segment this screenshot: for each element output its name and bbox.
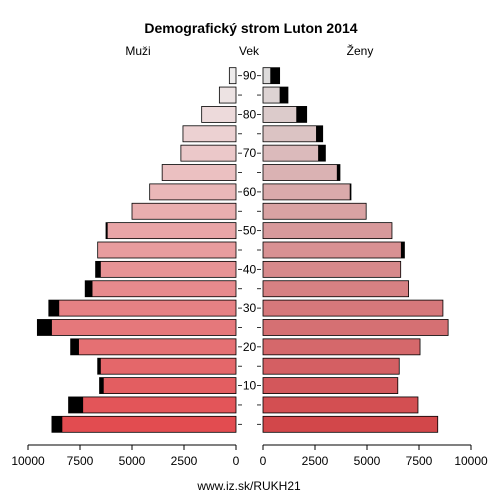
female-excess-65-69: [336, 164, 340, 181]
male-bar-30-34: [48, 299, 237, 317]
age-axis: 10 20 30 40 50 60 70 80 90: [238, 69, 261, 425]
male-bar-25-29: [36, 319, 237, 336]
chart-title: Demografický strom Luton 2014: [144, 20, 357, 36]
male-label: Muži: [125, 44, 150, 58]
female-bar-30-34: [262, 299, 444, 317]
male-bar-80-84: [201, 106, 237, 123]
female-excess-90+: [270, 67, 280, 84]
male-bar-10-14: [99, 377, 237, 394]
male-excess-5-9: [68, 396, 84, 413]
x-tick-label-right: 7500: [406, 454, 433, 468]
male-excess-10-14: [99, 377, 104, 394]
female-bars: [262, 67, 449, 433]
age-axis-label: Vek: [239, 44, 260, 58]
male-bar-45-49: [97, 241, 237, 259]
male-bar-85-89: [218, 86, 237, 104]
age-tick-label: 10: [243, 379, 257, 393]
female-excess-45-49: [400, 242, 405, 258]
female-bar-65-69: [262, 164, 341, 181]
female-bar-10-14: [262, 377, 399, 394]
male-bar-60-64: [149, 183, 237, 201]
male-bar-0-4: [51, 415, 237, 433]
age-tick-label: 30: [243, 301, 257, 315]
age-tick-label: 90: [243, 69, 257, 83]
female-bar-45-49: [262, 241, 405, 259]
age-tick-label: 80: [243, 107, 257, 121]
female-excess-60-64: [349, 183, 351, 200]
age-tick-label: 70: [243, 146, 257, 160]
x-axis: 10000 7500 5000 2500 0 0 2500 5000 7500 10000: [11, 444, 488, 468]
female-bar-20-24: [262, 338, 421, 356]
female-excess-80-84: [296, 106, 307, 123]
x-tick-label-left: 5000: [119, 454, 146, 468]
male-bar-20-24: [70, 338, 237, 356]
female-bar-5-9: [262, 396, 419, 414]
male-bar-70-74: [180, 144, 237, 162]
female-excess-75-79: [316, 125, 323, 142]
male-excess-50-54: [106, 222, 108, 239]
female-bar-35-39: [262, 280, 410, 298]
x-tick-label-left: 7500: [67, 454, 94, 468]
female-bar-50-54: [262, 222, 393, 240]
male-bar-75-79: [182, 125, 237, 143]
female-bar-55-59: [262, 202, 367, 220]
female-bar-75-79: [262, 125, 324, 143]
x-tick-label-right: 0: [260, 454, 267, 468]
male-bar-15-19: [97, 357, 237, 375]
x-tick-label-right: 2500: [302, 454, 329, 468]
male-excess-40-44: [95, 261, 101, 278]
age-tick-label: 40: [243, 262, 257, 276]
x-tick-label-right: 10000: [454, 454, 488, 468]
female-bar-0-4: [262, 415, 439, 433]
male-excess-25-29: [37, 319, 52, 336]
female-bar-40-44: [262, 260, 402, 278]
age-tick-label: 60: [243, 185, 257, 199]
female-excess-70-74: [318, 145, 326, 162]
male-bar-5-9: [68, 396, 237, 414]
male-excess-30-34: [48, 300, 60, 317]
male-excess-0-4: [51, 416, 63, 433]
female-bar-25-29: [262, 319, 449, 336]
male-bar-90+: [228, 67, 237, 85]
footer-url: www.iz.sk/RUKH21: [196, 479, 301, 493]
male-bars: [36, 67, 237, 433]
female-bar-60-64: [262, 183, 352, 201]
male-excess-20-24: [70, 338, 79, 355]
male-bar-35-39: [84, 280, 237, 298]
male-excess-15-19: [97, 358, 101, 375]
male-bar-40-44: [95, 260, 237, 278]
x-tick-label-left: 10000: [11, 454, 45, 468]
male-bar-50-54: [105, 222, 237, 240]
female-bar-15-19: [262, 357, 400, 375]
male-excess-35-39: [85, 280, 93, 297]
male-bar-65-69: [161, 164, 237, 181]
x-tick-label-left: 2500: [171, 454, 198, 468]
female-label: Ženy: [347, 43, 374, 58]
age-tick-label: 20: [243, 340, 257, 354]
x-tick-label-left: 0: [233, 454, 240, 468]
female-excess-85-89: [279, 87, 288, 104]
age-tick-label: 50: [243, 224, 257, 238]
male-bar-55-59: [131, 202, 237, 220]
x-tick-label-right: 5000: [354, 454, 381, 468]
female-bar-70-74: [262, 144, 326, 162]
